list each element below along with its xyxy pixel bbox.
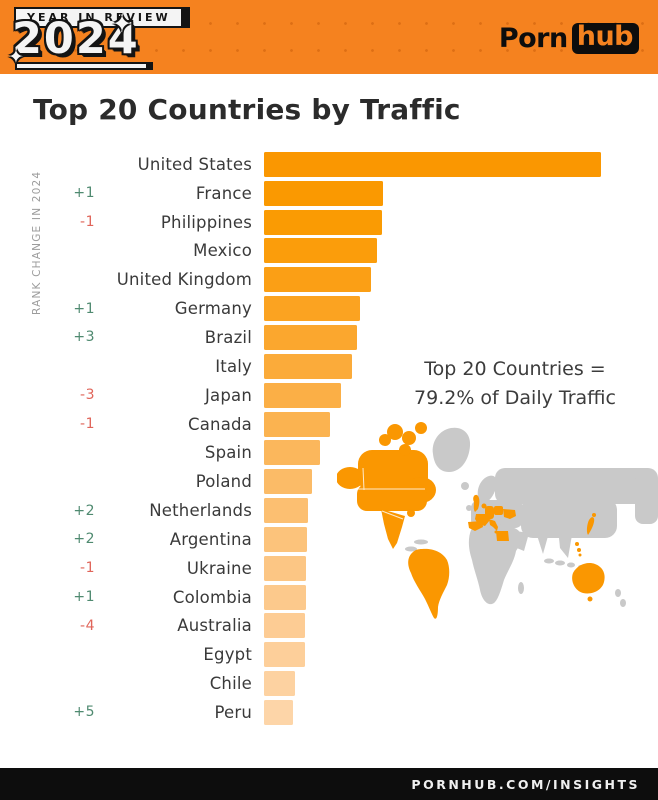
logo-hub-text: hub	[571, 22, 639, 55]
year-underline-bar	[15, 62, 153, 70]
traffic-bar	[264, 151, 601, 177]
country-row: +5 Peru	[0, 698, 658, 727]
country-label: Brazil	[204, 327, 252, 347]
country-label: Argentina	[169, 529, 252, 549]
sparkle-icon: ✦	[112, 10, 133, 38]
country-row: Spain	[0, 438, 658, 467]
rank-change: +1	[73, 185, 95, 202]
country-label: Germany	[174, 299, 252, 319]
traffic-bar	[264, 642, 305, 668]
traffic-bar	[264, 411, 330, 437]
traffic-bar	[264, 324, 357, 350]
traffic-bar	[264, 671, 295, 697]
rank-change: -3	[80, 387, 95, 404]
rank-change: -1	[80, 416, 95, 433]
country-label: Philippines	[160, 212, 252, 232]
traffic-bar	[264, 180, 383, 206]
annotation-line-1: Top 20 Countries =	[424, 358, 606, 380]
map-egypt	[496, 531, 509, 541]
rank-change: +5	[73, 704, 95, 721]
traffic-bar	[264, 238, 377, 264]
rank-change: +3	[73, 329, 95, 346]
year-in-review-badge: YEAR IN REVIEW	[14, 7, 190, 28]
country-label: United States	[137, 154, 252, 174]
country-label: Spain	[204, 443, 252, 463]
rank-change: -4	[80, 617, 95, 634]
traffic-bar	[264, 382, 341, 408]
country-row: Chile	[0, 669, 658, 698]
page-title: Top 20 Countries by Traffic	[33, 93, 461, 126]
traffic-bar	[264, 498, 308, 524]
rank-change: +1	[73, 589, 95, 606]
country-row: +1 Germany	[0, 294, 658, 323]
chart-rows: United States +1 France -1 Philippines Mexico…	[0, 150, 658, 727]
country-label: Colombia	[172, 587, 252, 607]
header: YEAR IN REVIEW 2024 ✦ ✦ Porn hub	[0, 0, 658, 74]
annotation-line-2: 79.2% of Daily Traffic	[414, 387, 616, 409]
traffic-bar	[264, 209, 382, 235]
country-label: Japan	[204, 385, 252, 405]
traffic-bar	[264, 267, 371, 293]
country-row: Egypt	[0, 640, 658, 669]
traffic-share-annotation: Top 20 Countries = 79.2% of Daily Traffi…	[396, 355, 634, 413]
country-row: United Kingdom	[0, 265, 658, 294]
pornhub-logo: Porn hub	[498, 22, 639, 55]
country-row: Italy	[0, 352, 658, 381]
country-label: Ukraine	[186, 558, 252, 578]
year-2024-text: 2024	[12, 14, 140, 64]
rank-change: -1	[80, 214, 95, 231]
country-label: Italy	[215, 356, 252, 376]
country-row: +2 Netherlands	[0, 496, 658, 525]
map-philippines	[575, 542, 582, 557]
country-row: +1 Colombia	[0, 583, 658, 612]
country-row: +3 Brazil	[0, 323, 658, 352]
country-row: +2 Argentina	[0, 525, 658, 554]
country-row: United States	[0, 150, 658, 179]
traffic-bar	[264, 699, 293, 725]
traffic-bar	[264, 353, 352, 379]
traffic-bar	[264, 296, 360, 322]
country-row: -1 Ukraine	[0, 554, 658, 583]
traffic-bar	[264, 469, 312, 495]
country-label: Australia	[177, 616, 252, 636]
traffic-bar	[264, 440, 320, 466]
rank-change: +1	[73, 300, 95, 317]
country-label: United Kingdom	[116, 270, 252, 290]
country-row: -4 Australia	[0, 612, 658, 641]
country-row: Poland	[0, 467, 658, 496]
country-label: Poland	[195, 472, 252, 492]
world-map	[337, 422, 658, 619]
country-label: Canada	[188, 414, 252, 434]
country-row: -1 Philippines	[0, 208, 658, 237]
rank-change: +2	[73, 531, 95, 548]
rank-change: -1	[80, 560, 95, 577]
traffic-bar	[264, 526, 307, 552]
country-label: Peru	[214, 702, 252, 722]
country-label: Egypt	[203, 645, 252, 665]
country-label: Chile	[209, 674, 252, 694]
map-highlighted-countries	[337, 422, 605, 619]
map-europe-countries	[468, 494, 516, 534]
map-australia	[572, 563, 605, 602]
country-row: -3 Japan	[0, 381, 658, 410]
sparkle-icon: ✦	[8, 46, 24, 68]
country-row: -1 Canada	[0, 410, 658, 439]
country-label: France	[195, 183, 252, 203]
footer-url: PORNHUB.COM/INSIGHTS	[411, 776, 640, 792]
map-japan	[586, 513, 596, 535]
traffic-bar	[264, 584, 306, 610]
logo-porn-text: Porn	[498, 23, 568, 55]
country-label: Netherlands	[149, 501, 252, 521]
traffic-bar	[264, 613, 305, 639]
map-south-america	[408, 548, 450, 619]
traffic-bar	[264, 555, 306, 581]
footer: PORNHUB.COM/INSIGHTS	[0, 768, 658, 800]
country-row: +1 France	[0, 179, 658, 208]
country-label: Mexico	[193, 241, 252, 261]
country-row: Mexico	[0, 237, 658, 266]
rank-change: +2	[73, 502, 95, 519]
map-north-america	[337, 422, 436, 549]
